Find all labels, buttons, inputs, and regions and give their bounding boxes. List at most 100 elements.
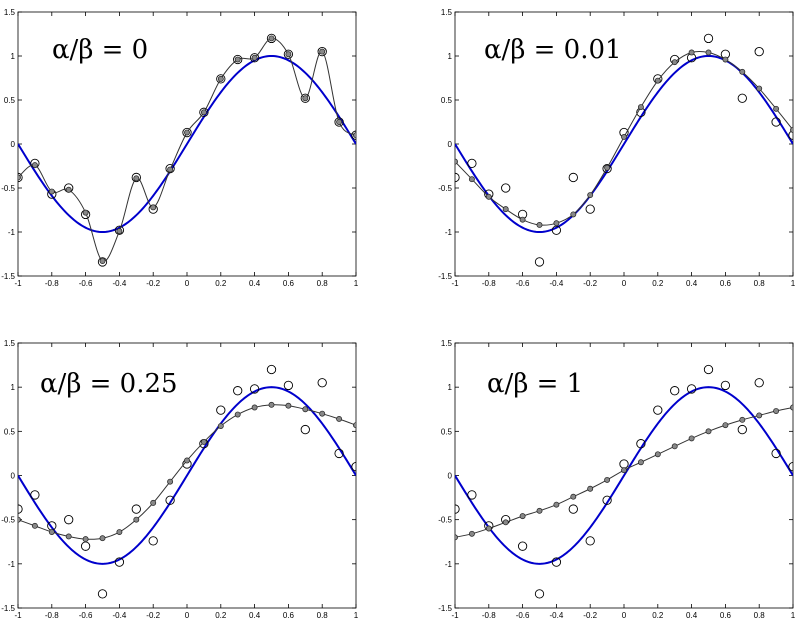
- observation-point: [467, 490, 477, 500]
- observation-point: [64, 515, 74, 525]
- fit-point: [468, 176, 475, 183]
- fit-point: [302, 95, 309, 102]
- fit-point: [167, 478, 174, 485]
- observation-point: [300, 424, 310, 435]
- x-tick-label: -0.4: [550, 279, 564, 288]
- x-tick-label: 0.6: [720, 611, 732, 620]
- fit-point: [604, 476, 611, 483]
- x-tick-label: 0.8: [754, 279, 766, 288]
- true-function-line: [18, 54, 356, 234]
- y-tick-label: -1: [8, 560, 16, 569]
- fit-point: [285, 402, 292, 409]
- x-tick-label: 0.2: [215, 611, 227, 620]
- observation-point: [602, 495, 612, 505]
- fit-point: [553, 501, 560, 508]
- y-tick-label: -1.5: [1, 604, 15, 613]
- x-tick-label: -1: [14, 279, 22, 288]
- fit-point: [133, 516, 140, 523]
- observation-point: [568, 504, 578, 514]
- x-tick-label: 0.4: [686, 279, 698, 288]
- fit-point: [150, 499, 157, 506]
- fit-point: [553, 220, 560, 227]
- plot-area: [455, 364, 793, 599]
- fit-point: [637, 459, 644, 466]
- fit-point: [65, 533, 72, 540]
- y-tick-label: -1: [445, 560, 453, 569]
- x-tick-label: 0: [185, 279, 190, 288]
- observation-point: [216, 74, 226, 84]
- y-tick-label: 1: [11, 52, 16, 61]
- observation-point: [517, 541, 528, 551]
- y-tick-label: -1: [445, 228, 453, 237]
- observation-point: [300, 93, 310, 103]
- true-function-line: [455, 386, 793, 565]
- observation-point: [334, 117, 344, 127]
- x-tick-label: 1: [791, 279, 796, 288]
- observation-point: [771, 448, 781, 459]
- fit-point: [133, 175, 140, 182]
- panel-title: α/β = 0: [52, 35, 148, 65]
- observation-point: [534, 589, 545, 599]
- x-tick-label: -0.6: [516, 611, 530, 620]
- fit-point: [756, 412, 763, 419]
- observation-point: [18, 504, 23, 514]
- x-tick-label: -0.2: [146, 279, 160, 288]
- observation-point: [182, 127, 192, 138]
- fit-point: [536, 507, 543, 514]
- x-tick-label: -0.6: [516, 279, 530, 288]
- y-tick-label: 0: [448, 140, 453, 149]
- y-tick-label: 1.5: [4, 339, 16, 348]
- fit-point: [200, 109, 207, 116]
- chart-panel-1: -1 -0.8 -0.6 -0.4 -0.2 0 0.2 0.4 0.6 0.8 1-1.5-1-0…: [1, 8, 359, 288]
- observation-point: [737, 424, 747, 435]
- fit-point: [116, 228, 123, 235]
- observation-point: [334, 448, 344, 459]
- panel-title: α/β = 1: [487, 369, 583, 399]
- observation-point: [148, 536, 158, 546]
- fit-point: [705, 49, 712, 56]
- x-tick-label: 0.8: [317, 611, 329, 620]
- fit-point: [587, 192, 594, 198]
- x-tick-label: 0: [185, 611, 190, 620]
- fit-point: [621, 134, 627, 140]
- fit-point: [654, 451, 661, 458]
- x-tick-label: 0.6: [283, 279, 295, 288]
- fit-point: [336, 119, 343, 125]
- observation-point: [703, 364, 714, 375]
- x-tick-label: -0.4: [550, 611, 564, 620]
- observation-point: [602, 163, 612, 174]
- fit-point: [319, 410, 326, 417]
- observation-point: [351, 130, 356, 140]
- fit-point: [756, 85, 763, 92]
- y-tick-label: 0.5: [441, 427, 453, 436]
- x-tick-label: -1: [451, 279, 459, 288]
- fit-point: [234, 411, 241, 418]
- x-tick-label: 0.2: [215, 279, 227, 288]
- observation-point: [114, 557, 125, 567]
- observation-point: [653, 405, 663, 415]
- observation-point: [720, 380, 731, 391]
- true-function-line: [455, 54, 793, 234]
- observation-point: [317, 378, 327, 388]
- x-tick-label: 0.2: [652, 611, 664, 620]
- y-tick-label: -1: [8, 228, 16, 237]
- observation-point: [233, 386, 243, 396]
- fit-point: [48, 529, 55, 535]
- fit-point: [671, 59, 678, 66]
- observation-point: [501, 183, 511, 193]
- observation-point: [771, 117, 781, 127]
- fit-point: [621, 467, 627, 474]
- observation-point: [670, 386, 680, 396]
- observation-point: [266, 364, 277, 375]
- y-tick-label: 1.5: [441, 8, 453, 17]
- plot-area: [18, 364, 356, 599]
- observation-point: [703, 33, 714, 44]
- x-tick-label: 1: [354, 279, 359, 288]
- fit-point: [485, 525, 492, 532]
- fit-point: [184, 129, 190, 136]
- fit-point: [570, 493, 577, 500]
- fit-point: [31, 162, 38, 169]
- fit-point: [99, 258, 106, 264]
- observation-point: [455, 172, 460, 183]
